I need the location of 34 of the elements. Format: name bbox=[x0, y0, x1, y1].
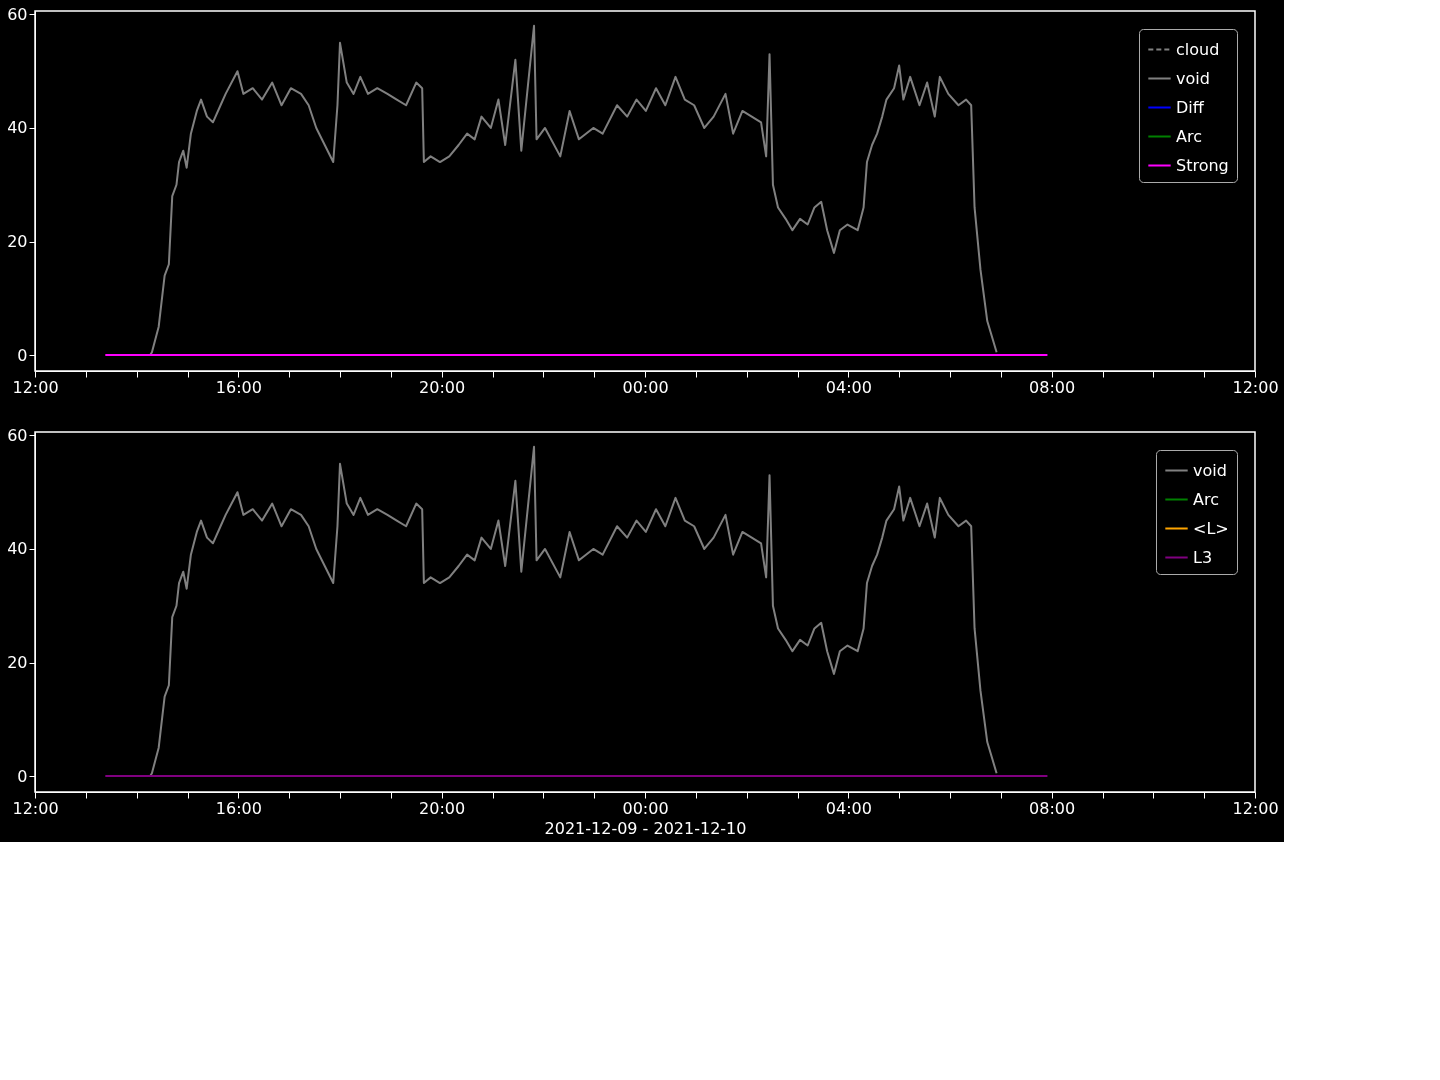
x-axis-title: 2021-12-09 - 2021-12-10 bbox=[544, 818, 747, 838]
y-tick-label: 0 bbox=[17, 766, 28, 786]
legend-label: cloud bbox=[1176, 39, 1220, 59]
x-tick-label: 12:00 bbox=[1232, 798, 1279, 818]
line-series bbox=[149, 24, 998, 357]
x-tick-label: 12:00 bbox=[1232, 377, 1279, 397]
x-tick-label: 16:00 bbox=[215, 798, 262, 818]
y-tick-label: 40 bbox=[7, 539, 28, 559]
y-tick-label: 40 bbox=[7, 118, 28, 138]
y-tick-label: 60 bbox=[7, 4, 28, 24]
x-tick-label: 04:00 bbox=[825, 377, 872, 397]
legend-label: Strong bbox=[1176, 155, 1229, 175]
y-tick-label: 60 bbox=[7, 425, 28, 445]
legend-label: <L> bbox=[1193, 518, 1229, 538]
x-tick-label: 00:00 bbox=[622, 377, 669, 397]
y-tick-label: 20 bbox=[7, 653, 28, 673]
y-tick-label: 20 bbox=[7, 232, 28, 252]
x-tick-label: 20:00 bbox=[419, 798, 466, 818]
x-tick-label: 04:00 bbox=[825, 798, 872, 818]
y-tick-label: 0 bbox=[17, 345, 28, 365]
x-tick-label: 16:00 bbox=[215, 377, 262, 397]
x-tick-label: 00:00 bbox=[622, 798, 669, 818]
x-tick-label: 08:00 bbox=[1029, 377, 1076, 397]
line-series bbox=[149, 445, 998, 778]
legend-label: Diff bbox=[1176, 97, 1205, 117]
x-tick-label: 12:00 bbox=[12, 798, 59, 818]
legend-label: Arc bbox=[1176, 126, 1202, 146]
x-tick-label: 20:00 bbox=[419, 377, 466, 397]
x-tick-label: 12:00 bbox=[12, 377, 59, 397]
legend-label: L3 bbox=[1193, 547, 1213, 567]
legend-label: void bbox=[1193, 460, 1227, 480]
x-tick-label: 08:00 bbox=[1029, 798, 1076, 818]
legend-label: Arc bbox=[1193, 489, 1219, 509]
legend-label: void bbox=[1176, 68, 1210, 88]
